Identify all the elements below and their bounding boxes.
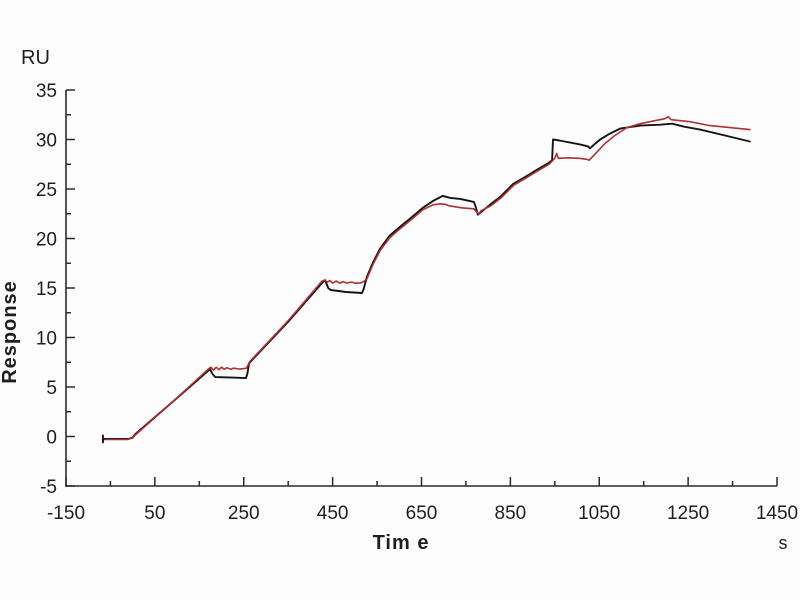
y-axis-title: Response bbox=[0, 280, 21, 384]
y-tick-label: 20 bbox=[36, 230, 57, 251]
measured-response-black-line bbox=[101, 122, 751, 444]
y-tick-label: 15 bbox=[36, 279, 57, 300]
x-tick-label: 450 bbox=[317, 503, 349, 524]
axes-layer: -150 50 250 450 650 850 1050 1250 1450 -5 0 5 10 15 20… bbox=[36, 81, 798, 524]
x-axis-title: Tim e bbox=[373, 532, 430, 554]
y-tick-label: 10 bbox=[36, 329, 57, 350]
x-tick-label: 650 bbox=[406, 503, 438, 524]
x-tick-label: 1050 bbox=[578, 503, 620, 524]
y-tick-label: 5 bbox=[46, 378, 57, 399]
y-tick-label: 0 bbox=[46, 428, 57, 449]
x-tick-label: 1450 bbox=[756, 503, 798, 524]
y-tick-label: 35 bbox=[36, 81, 57, 102]
x-tick-label: 1250 bbox=[667, 503, 709, 524]
x-tick-label: 250 bbox=[228, 503, 260, 524]
y-axis-unit-label: RU bbox=[21, 47, 50, 69]
x-tick-label: -150 bbox=[47, 503, 85, 524]
x-tick-label: 850 bbox=[495, 503, 527, 524]
y-tick-label: 30 bbox=[36, 131, 57, 152]
series-layer bbox=[101, 115, 751, 444]
x-axis-unit-label: s bbox=[779, 533, 788, 553]
x-tick-label: 50 bbox=[144, 503, 165, 524]
y-tick-label: -5 bbox=[40, 477, 57, 498]
y-tick-label: 25 bbox=[36, 180, 57, 201]
kinetic-fit-red-line bbox=[104, 115, 751, 441]
